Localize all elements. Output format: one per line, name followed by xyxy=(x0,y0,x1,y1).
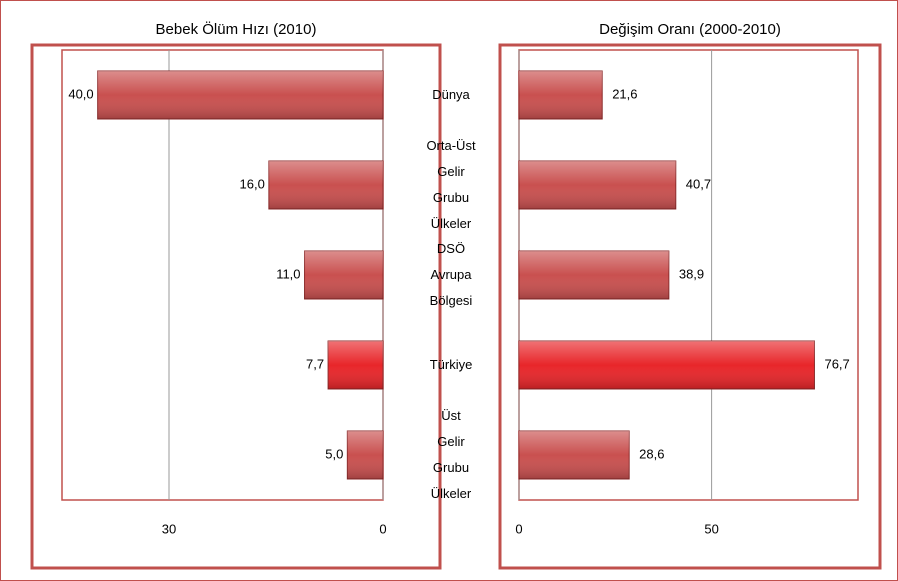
x-tick-label: 50 xyxy=(704,521,718,536)
value-label: 11,0 xyxy=(276,266,300,281)
value-label: 28,6 xyxy=(639,446,664,461)
value-label: 16,0 xyxy=(240,176,265,191)
category-label: Türkiye xyxy=(429,357,473,372)
value-label: 21,6 xyxy=(612,86,637,101)
x-tick-label: 0 xyxy=(379,521,386,536)
value-label: 40,0 xyxy=(68,86,93,101)
bar-shine xyxy=(519,341,815,389)
value-label: 7,7 xyxy=(306,356,324,371)
category-label: Üst Gelir Grubu Ülkeler xyxy=(430,408,472,501)
bar-shine xyxy=(519,71,603,119)
x-tick-label: 0 xyxy=(515,521,522,536)
bar-shine xyxy=(268,161,383,209)
bar-shine xyxy=(347,431,383,479)
left-frame xyxy=(30,43,442,570)
right-frame xyxy=(498,43,882,570)
bar-shine xyxy=(328,341,383,389)
chart-title: Değişim Oranı (2000-2010) xyxy=(599,21,781,38)
bar-shine xyxy=(304,251,383,299)
bar-shine xyxy=(519,161,676,209)
category-label: DSÖ Avrupa Bölgesi xyxy=(429,241,473,308)
bar-shine xyxy=(519,251,669,299)
chart-title: Bebek Ölüm Hızı (2010) xyxy=(156,20,317,38)
value-label: 38,9 xyxy=(679,266,704,281)
category-label: Orta-Üst Gelir Grubu Ülkeler xyxy=(426,138,476,231)
value-label: 76,7 xyxy=(824,356,849,371)
category-label: Dünya xyxy=(432,87,470,102)
x-tick-label: 30 xyxy=(162,521,176,536)
bar-shine xyxy=(519,431,630,479)
bar-shine xyxy=(97,71,384,119)
value-label: 40,7 xyxy=(686,176,711,191)
value-label: 5,0 xyxy=(325,446,343,461)
